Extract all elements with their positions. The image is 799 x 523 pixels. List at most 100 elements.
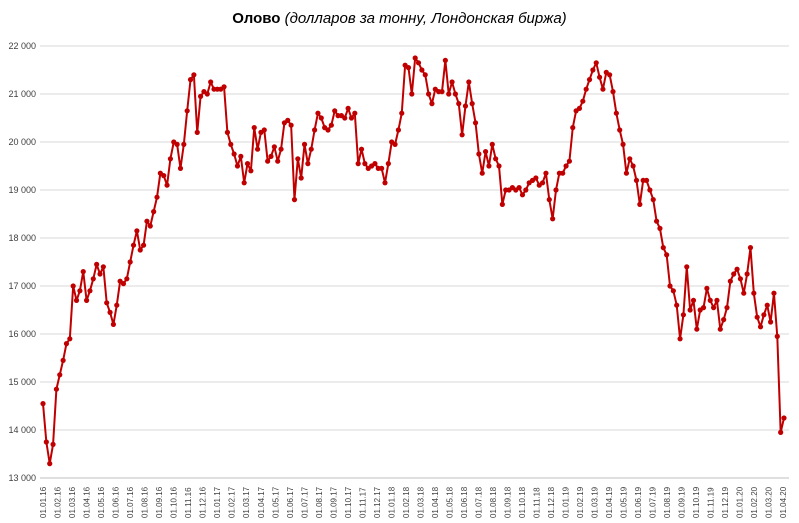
x-tick-label: 01.06.18 — [460, 486, 469, 518]
data-point — [446, 91, 452, 97]
data-point — [670, 288, 676, 294]
data-point — [379, 165, 385, 171]
data-point — [761, 312, 767, 318]
data-point — [486, 163, 492, 169]
data-point — [140, 242, 147, 248]
data-point — [254, 146, 261, 152]
data-point — [610, 89, 616, 95]
x-tick-label: 01.05.19 — [620, 486, 629, 518]
x-tick-label: 01.03.18 — [416, 486, 425, 518]
data-point — [476, 151, 482, 157]
data-point — [80, 269, 86, 275]
data-point — [731, 271, 737, 277]
x-tick-label: 01.02.16 — [54, 486, 63, 518]
data-point — [466, 79, 472, 85]
data-point — [580, 98, 586, 104]
data-point — [87, 288, 93, 294]
x-tick-label: 01.04.17 — [257, 486, 266, 518]
x-tick-label: 01.05.18 — [445, 486, 454, 518]
data-point — [161, 173, 167, 179]
data-point — [97, 271, 103, 277]
data-point — [197, 93, 204, 99]
data-point — [650, 197, 656, 203]
data-point — [613, 110, 619, 116]
data-point — [734, 266, 740, 272]
data-point — [100, 264, 106, 270]
data-point — [637, 201, 643, 207]
data-point — [627, 156, 633, 162]
data-point — [425, 91, 432, 97]
data-point — [285, 117, 291, 123]
data-point — [184, 108, 190, 114]
y-tick-label: 21 000 — [8, 89, 36, 99]
x-tick-label: 01.08.16 — [141, 486, 150, 518]
data-point — [261, 127, 267, 133]
data-point — [778, 429, 784, 435]
x-tick-label: 01.04.18 — [431, 486, 440, 518]
data-point — [523, 187, 529, 193]
data-point — [781, 415, 787, 421]
x-tick-label: 01.11.16 — [184, 487, 193, 518]
data-point — [191, 72, 197, 78]
data-point — [687, 307, 693, 313]
data-point — [134, 228, 140, 234]
chart-title: Олово (долларов за тонну, Лондонская бир… — [0, 10, 799, 27]
data-point — [721, 317, 727, 323]
data-point — [67, 336, 73, 342]
x-tick-label: 01.10.19 — [692, 486, 701, 518]
data-point — [657, 225, 663, 231]
data-point — [415, 60, 422, 66]
data-point — [114, 302, 120, 308]
x-tick-label: 01.03.16 — [68, 486, 77, 518]
data-point — [533, 175, 539, 181]
x-tick-label: 01.03.20 — [765, 486, 774, 518]
data-point — [224, 129, 231, 135]
data-point — [301, 141, 308, 147]
data-point — [543, 170, 549, 176]
data-point — [308, 146, 314, 152]
x-tick-label: 01.06.16 — [112, 486, 121, 518]
data-point — [566, 158, 573, 164]
data-point — [244, 161, 251, 167]
x-tick-label: 01.09.18 — [503, 486, 512, 518]
data-point — [482, 149, 489, 155]
data-point — [462, 103, 469, 109]
x-tick-label: 01.02.20 — [750, 486, 759, 518]
data-point — [539, 180, 546, 186]
x-tick-label: 01.03.19 — [590, 486, 599, 518]
y-tick-label: 14 000 — [8, 425, 36, 435]
data-point — [278, 146, 284, 152]
x-tick-label: 01.12.16 — [199, 486, 208, 518]
data-point — [647, 187, 653, 193]
y-tick-label: 22 000 — [8, 41, 36, 51]
data-point — [469, 101, 475, 107]
x-tick-label: 01.07.18 — [474, 486, 483, 518]
data-point — [104, 300, 110, 306]
data-point — [325, 127, 331, 133]
data-point — [422, 72, 428, 78]
data-point — [43, 439, 49, 445]
x-tick-label: 01.09.17 — [329, 486, 338, 518]
data-point — [77, 288, 83, 294]
x-tick-label: 01.07.19 — [649, 486, 658, 518]
data-point — [342, 115, 348, 121]
chart-title-main: Олово — [232, 10, 281, 27]
data-point — [419, 67, 425, 73]
data-point — [442, 57, 448, 64]
data-point — [741, 290, 747, 296]
data-point — [332, 108, 338, 114]
data-point — [550, 216, 556, 222]
data-point — [751, 290, 757, 296]
data-point — [73, 297, 80, 303]
data-point — [358, 146, 365, 152]
data-point — [674, 302, 680, 308]
data-point — [164, 182, 170, 188]
x-tick-label: 01.01.17 — [213, 486, 222, 518]
x-tick-label: 01.10.18 — [518, 486, 527, 518]
x-tick-label: 01.12.18 — [547, 486, 556, 518]
data-point — [194, 129, 200, 135]
data-point — [774, 333, 780, 339]
data-point — [449, 79, 455, 85]
data-point — [110, 321, 117, 327]
